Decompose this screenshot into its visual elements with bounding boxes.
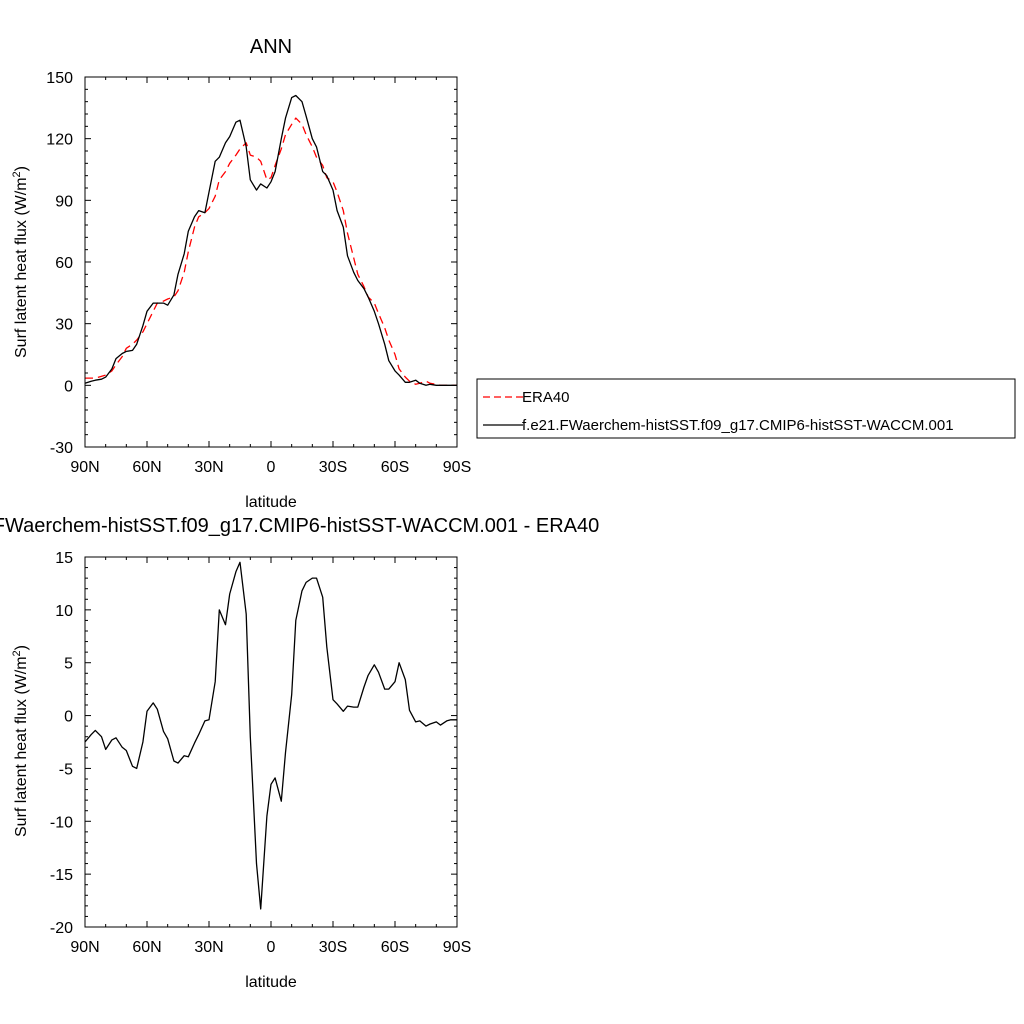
bottom-xtick-label: 60S <box>381 939 409 956</box>
top-series-line-1 <box>84 94 457 386</box>
bottom-xtick-label: 60N <box>132 939 161 956</box>
top-ytick-label: 150 <box>46 70 73 87</box>
top-plot-frame <box>84 76 458 448</box>
top-x-axis-label: latitude <box>245 494 297 511</box>
top-ytick-label: 0 <box>64 378 73 395</box>
top-xtick-label: 90S <box>443 459 471 476</box>
bottom-y-axis-label-close: ) <box>13 645 30 650</box>
bottom-ytick-label: -10 <box>50 814 73 831</box>
top-panel: ANN latitude Surf latent heat flux (W/m2… <box>11 36 471 511</box>
bottom-xtick-label: 0 <box>267 939 276 956</box>
top-xtick-label: 0 <box>267 459 276 476</box>
top-ytick-label: 90 <box>55 193 73 210</box>
bottom-y-axis-label-sup: 2 <box>11 650 23 656</box>
legend-box <box>476 378 1016 439</box>
bottom-ticks: -20 -15 -10 -5 0 5 10 15 90N 60N 30N 0 30S 60S 90S <box>50 550 471 956</box>
top-series <box>84 94 457 386</box>
bottom-xtick-label: 30S <box>319 939 347 956</box>
bottom-xtick-label: 90S <box>443 939 471 956</box>
bottom-ytick-label: 15 <box>55 550 73 567</box>
top-xtick-label: 30S <box>319 459 347 476</box>
bottom-y-axis-label-base: Surf latent heat flux (W/m <box>13 656 30 837</box>
top-xtick-label: 60S <box>381 459 409 476</box>
bottom-panel: f.e21.FWaerchem-histSST.f09_g17.CMIP6-hi… <box>0 515 599 991</box>
bottom-xtick-label: 30N <box>194 939 223 956</box>
top-y-axis-label-sup: 2 <box>11 171 23 177</box>
top-panel-title: ANN <box>250 36 292 58</box>
legend-label-model: f.e21.FWaerchem-histSST.f09_g17.CMIP6-hi… <box>522 417 954 434</box>
top-xtick-label: 60N <box>132 459 161 476</box>
bottom-series-line-0 <box>84 561 457 910</box>
top-xtick-label: 90N <box>70 459 99 476</box>
bottom-ytick-label: -20 <box>50 920 73 937</box>
top-ytick-label: 30 <box>55 317 73 334</box>
bottom-plot-frame <box>84 556 458 928</box>
legend: ERA40 f.e21.FWaerchem-histSST.f09_g17.CM… <box>476 378 1016 439</box>
top-y-axis-label-base: Surf latent heat flux (W/m <box>13 177 30 358</box>
bottom-ytick-label: 0 <box>64 709 73 726</box>
top-ytick-label: 60 <box>55 255 73 272</box>
bottom-series <box>84 561 457 910</box>
top-xtick-label: 30N <box>194 459 223 476</box>
top-series-line-0 <box>85 117 457 386</box>
bottom-ytick-label: 10 <box>55 603 73 620</box>
top-ytick-label: 120 <box>46 132 73 149</box>
bottom-ytick-label: -15 <box>50 867 73 884</box>
top-y-axis-label-close: ) <box>13 166 30 171</box>
bottom-panel-title: f.e21.FWaerchem-histSST.f09_g17.CMIP6-hi… <box>0 515 599 537</box>
legend-label-era40: ERA40 <box>522 389 570 406</box>
bottom-x-axis-label: latitude <box>245 974 297 991</box>
top-ytick-label: -30 <box>50 440 73 457</box>
bottom-xtick-label: 90N <box>70 939 99 956</box>
bottom-y-axis-label: Surf latent heat flux (W/m2) <box>11 645 30 837</box>
top-y-axis-label: Surf latent heat flux (W/m2) <box>11 166 30 358</box>
bottom-ytick-label: -5 <box>59 761 73 778</box>
bottom-ytick-label: 5 <box>64 656 73 673</box>
